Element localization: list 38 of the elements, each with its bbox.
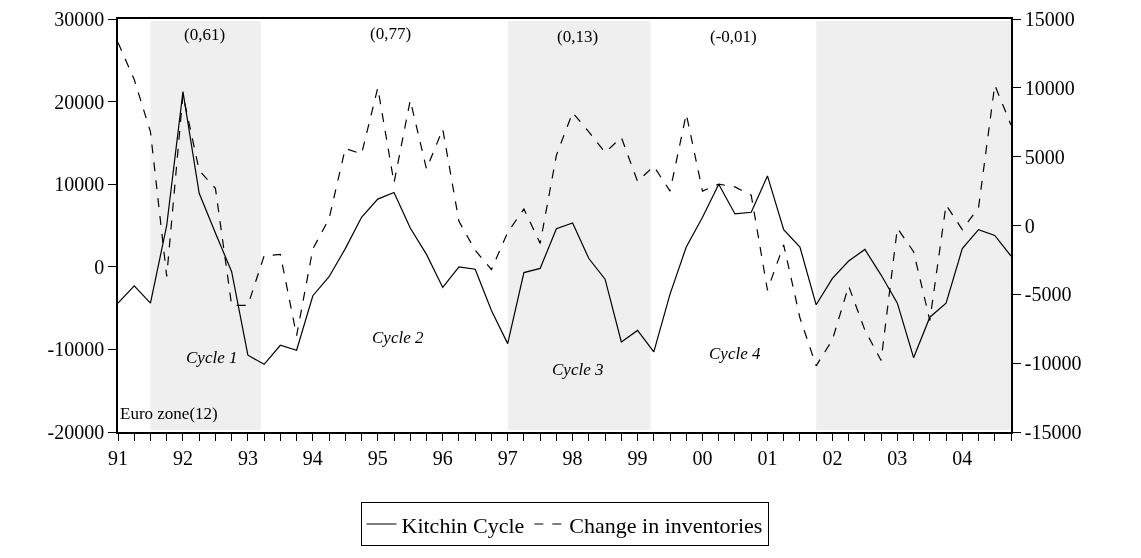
x-tick-label: 01 xyxy=(757,446,778,469)
annotation: Cycle 3 xyxy=(552,360,604,379)
x-tick-label: 93 xyxy=(237,446,258,469)
x-tick-label: 97 xyxy=(497,446,518,469)
y2-tick-label: 5000 xyxy=(1024,145,1065,168)
y-tick-label: -10000 xyxy=(47,338,105,361)
y2-tick-label: -5000 xyxy=(1024,283,1072,306)
x-tick-label: 92 xyxy=(172,446,193,469)
x-tick-label: 94 xyxy=(302,446,323,469)
x-tick-label: 03 xyxy=(887,446,908,469)
x-tick-label: 04 xyxy=(952,446,973,469)
x-tick-label: 96 xyxy=(432,446,453,469)
x-tick-label: 91 xyxy=(108,446,128,469)
annotation: Cycle 4 xyxy=(709,344,761,363)
x-tick-label: 99 xyxy=(627,446,648,469)
y2-tick-label: 15000 xyxy=(1024,8,1075,30)
annotation: Cycle 2 xyxy=(372,328,424,347)
y-tick-label: 20000 xyxy=(54,90,105,113)
y2-tick-label: -15000 xyxy=(1024,421,1082,443)
annotation: (-0,01) xyxy=(710,27,757,46)
annotation: (0,61) xyxy=(184,25,226,44)
annotation: Euro zone(12) xyxy=(120,404,218,423)
x-tick-label: 02 xyxy=(822,446,843,469)
x-tick-label: 95 xyxy=(367,446,388,469)
y2-tick-label: -10000 xyxy=(1024,352,1082,375)
x-tick-label: 00 xyxy=(692,446,713,469)
x-tick-label: 98 xyxy=(562,446,583,469)
y-tick-label: 30000 xyxy=(54,8,105,30)
legend-label: Change in inventories xyxy=(569,512,763,538)
annotation: (0,77) xyxy=(370,24,412,43)
y2-tick-label: 0 xyxy=(1024,214,1035,237)
legend-label: Kitchin Cycle xyxy=(401,512,525,538)
y-tick-label: 10000 xyxy=(54,173,105,196)
y2-tick-label: 10000 xyxy=(1024,76,1075,99)
annotation: Cycle 1 xyxy=(186,348,238,367)
y-tick-label: -20000 xyxy=(47,421,105,443)
annotation: (0,13) xyxy=(557,27,599,46)
y-tick-label: 0 xyxy=(94,255,105,278)
